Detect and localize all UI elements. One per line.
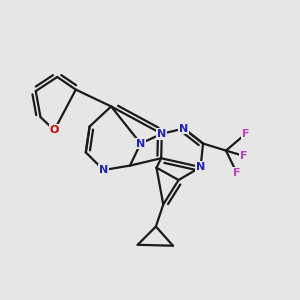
Text: N: N bbox=[179, 124, 188, 134]
Text: N: N bbox=[196, 162, 205, 172]
Text: N: N bbox=[157, 129, 167, 139]
Text: F: F bbox=[233, 168, 241, 178]
Text: F: F bbox=[242, 129, 249, 139]
Text: N: N bbox=[99, 165, 108, 175]
Text: F: F bbox=[240, 151, 247, 161]
Text: O: O bbox=[50, 125, 59, 135]
Text: N: N bbox=[136, 139, 145, 148]
